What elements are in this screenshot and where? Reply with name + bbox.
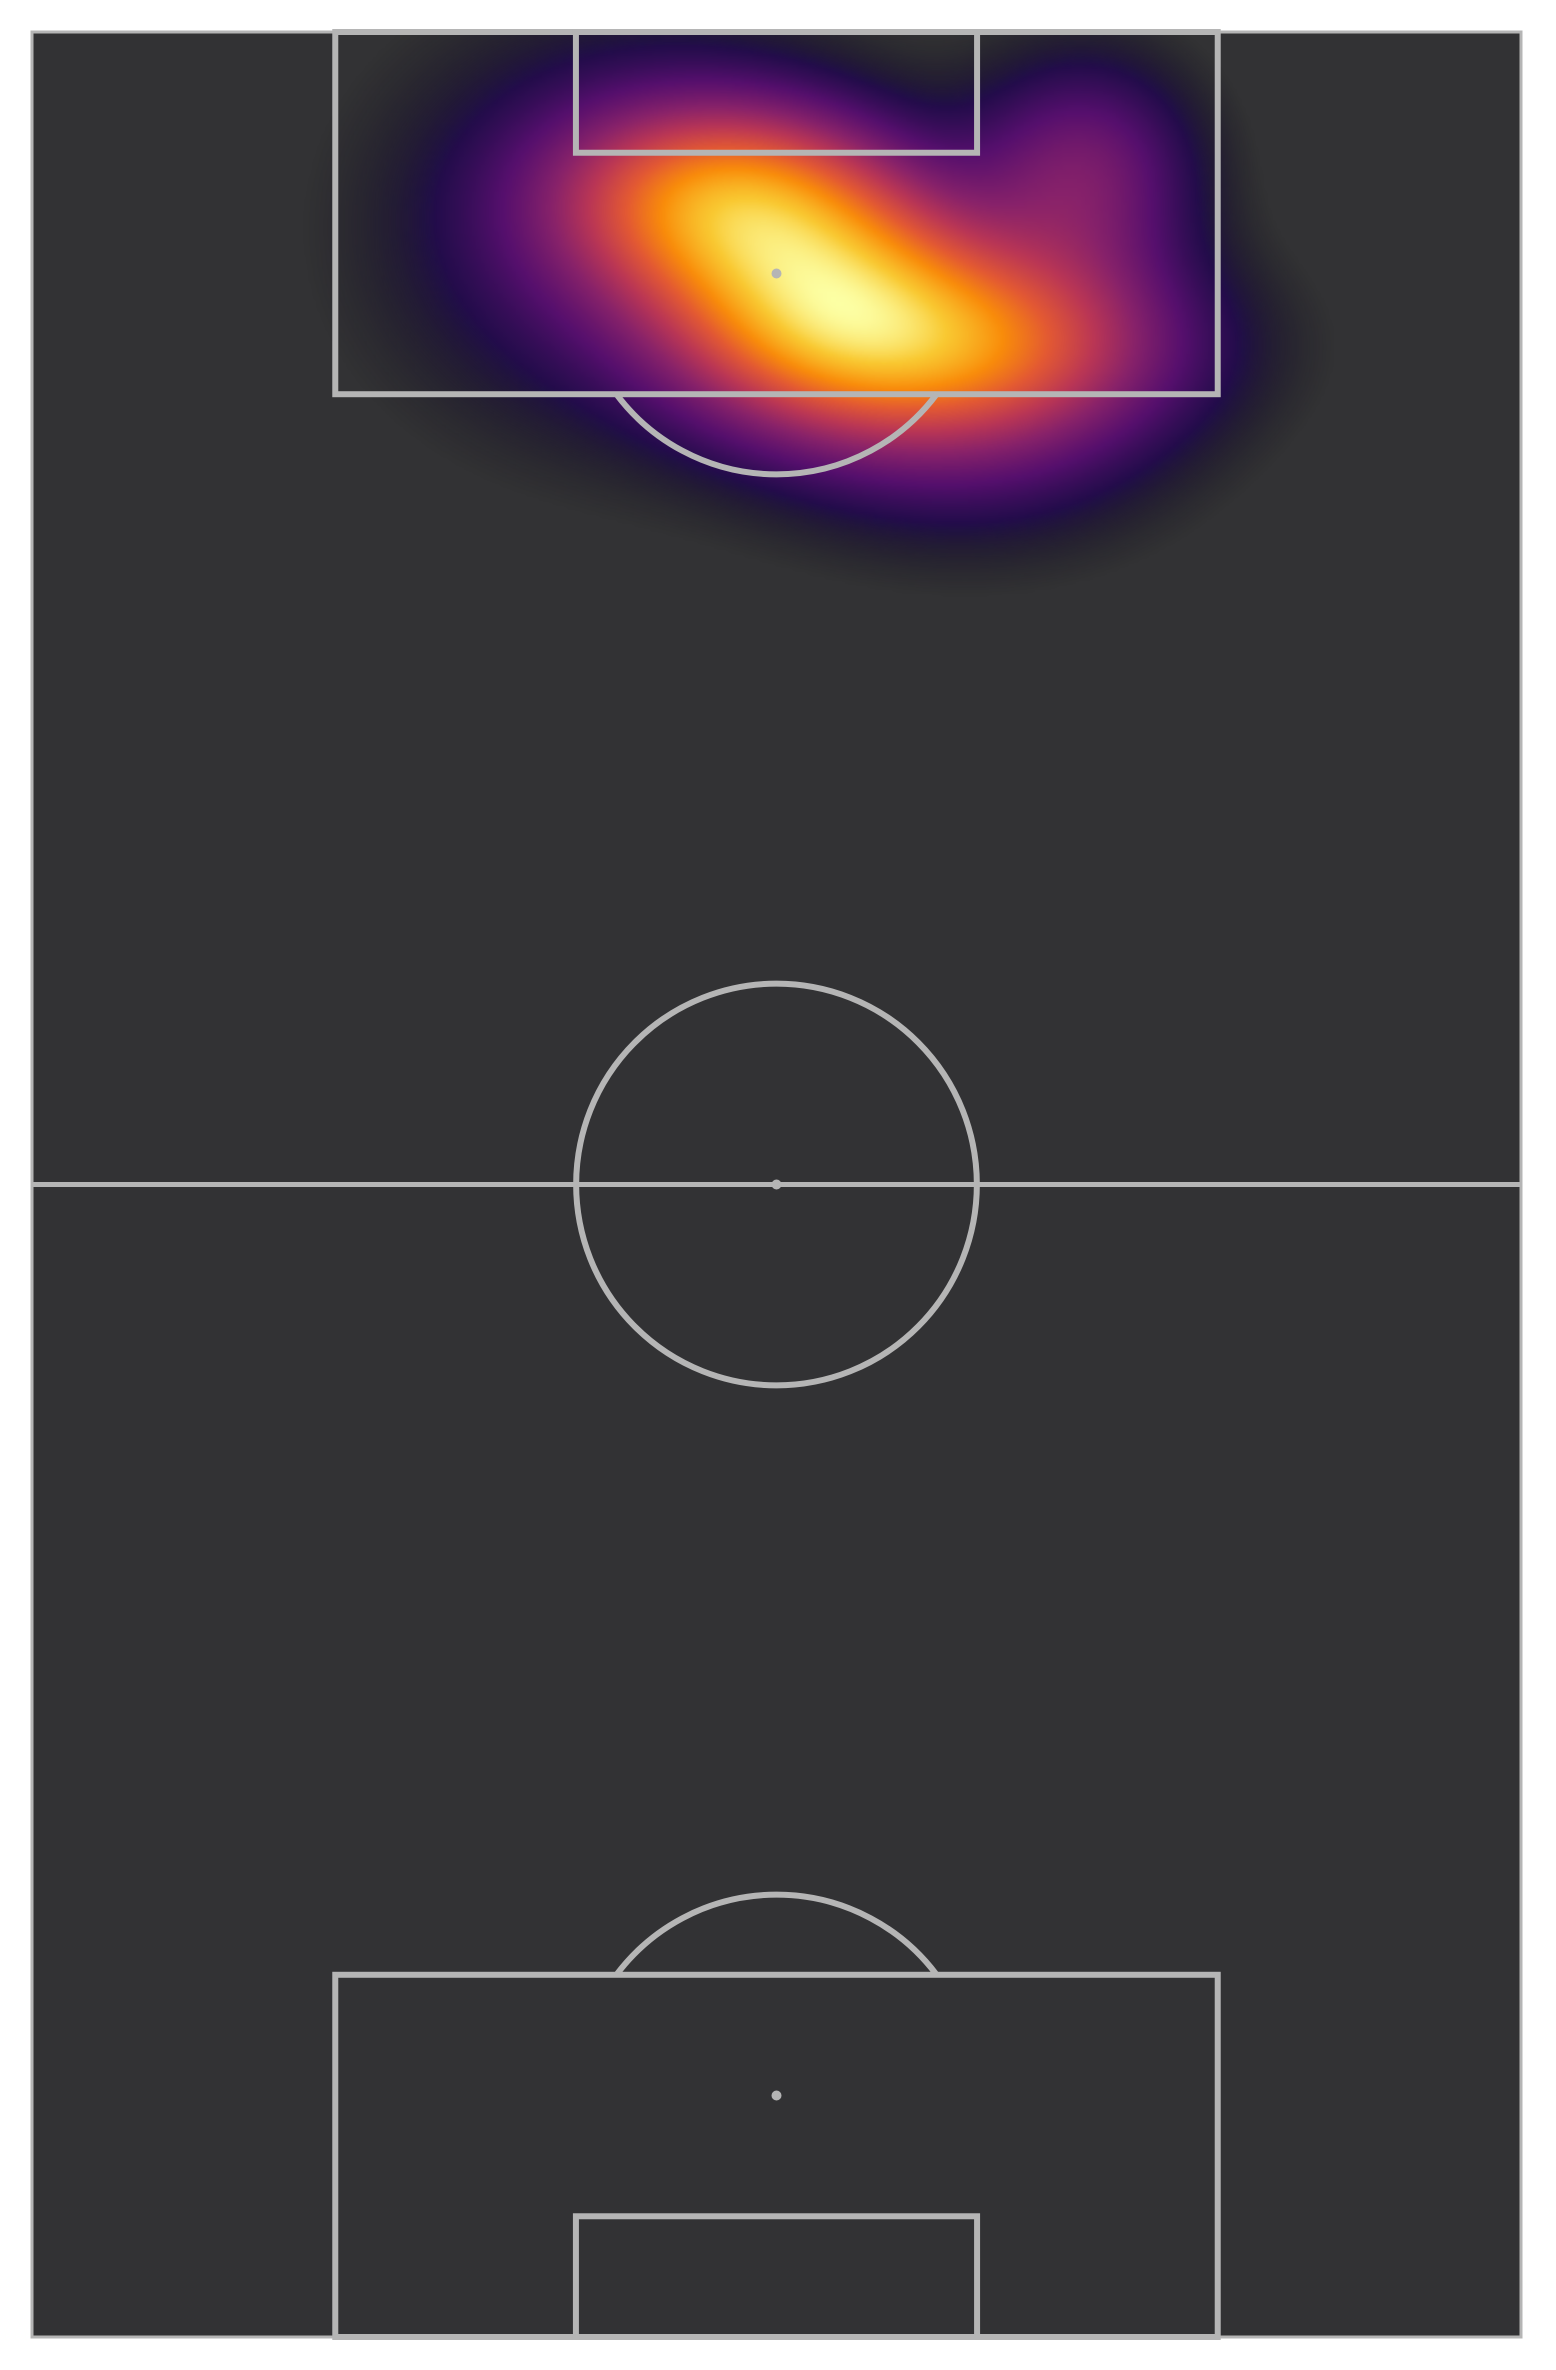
centre-spot (771, 1179, 782, 1190)
centre-circle (573, 980, 980, 1389)
top-six-yard-box (572, 29, 981, 156)
bottom-penalty-spot (771, 2090, 782, 2101)
bottom-penalty-arc (613, 1891, 940, 1977)
top-penalty-arc (613, 392, 940, 478)
top-penalty-spot (771, 268, 782, 279)
bottom-six-yard-box (572, 2213, 981, 2341)
pitch-markings (30, 29, 1523, 2341)
